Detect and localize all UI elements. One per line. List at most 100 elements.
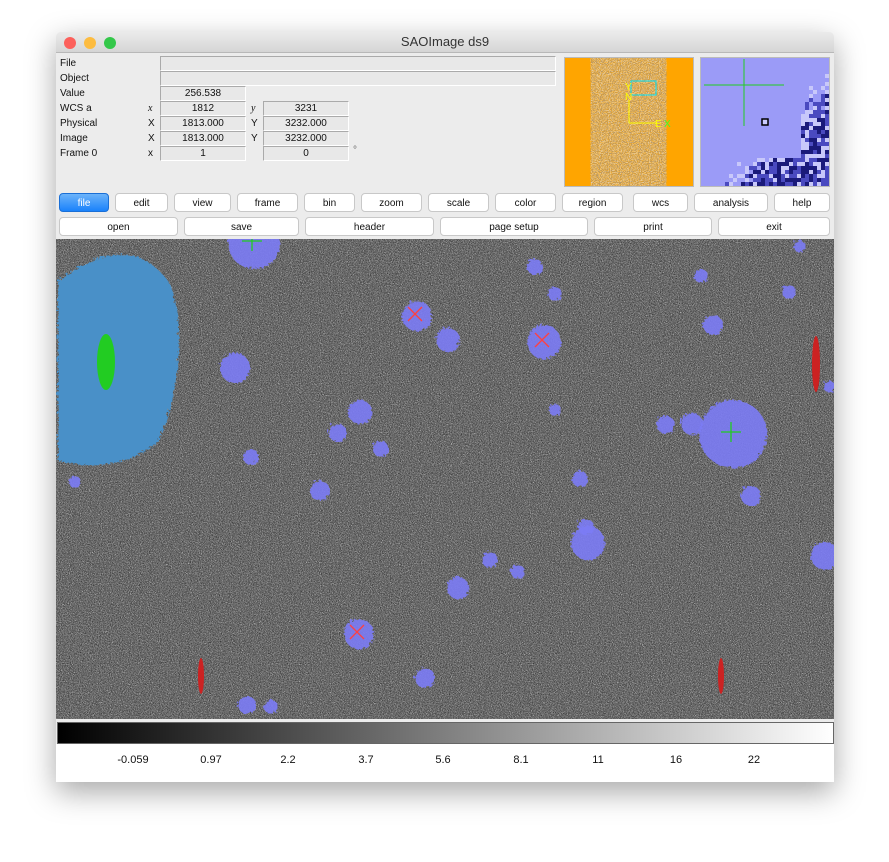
- menu-help-button[interactable]: help: [774, 193, 830, 212]
- magnifier-pixel: [757, 170, 761, 174]
- magnifier-pixel: [801, 178, 805, 182]
- magnifier-pixel: [801, 114, 805, 118]
- magnifier-pixel: [749, 174, 753, 178]
- magnifier-pixel: [773, 178, 777, 182]
- open-button[interactable]: open: [59, 217, 178, 236]
- wcs-y-field: 3231: [263, 101, 349, 116]
- source-mask: [655, 414, 673, 432]
- magnifier-pixel: [765, 162, 769, 166]
- magnifier-pixel: [753, 162, 757, 166]
- menu-analysis-button[interactable]: analysis: [694, 193, 768, 212]
- menu-bin-button[interactable]: bin: [304, 193, 355, 212]
- panner-view-box[interactable]: [630, 80, 657, 96]
- magnifier-pixel: [825, 110, 829, 114]
- magnifier-pixel: [809, 86, 813, 90]
- magnifier-pixel: [817, 174, 821, 178]
- physical-y-axis: Y: [251, 118, 258, 129]
- magnifier-pixel: [821, 150, 825, 154]
- print-button[interactable]: print: [594, 217, 712, 236]
- magnifier-pixel: [793, 170, 797, 174]
- galaxy-ellipse-region[interactable]: [97, 334, 115, 390]
- magnifier-pixel: [789, 166, 793, 170]
- magnifier-pixel: [801, 158, 805, 162]
- magnifier-pixel: [801, 166, 805, 170]
- frame-x-axis: x: [148, 148, 153, 159]
- x-point-region[interactable]: [349, 624, 365, 640]
- minimize-button[interactable]: [84, 37, 96, 49]
- close-button[interactable]: [64, 37, 76, 49]
- save-button[interactable]: save: [184, 217, 299, 236]
- source-mask: [67, 474, 79, 486]
- source-mask: [569, 524, 603, 558]
- source-mask: [701, 313, 721, 333]
- image-label: Image: [60, 133, 88, 144]
- menu-wcs-button[interactable]: wcs: [633, 193, 688, 212]
- menu-zoom-button[interactable]: zoom: [361, 193, 422, 212]
- magnifier-pixel: [817, 182, 821, 186]
- magnifier-pixel: [813, 170, 817, 174]
- magnifier-pixel: [813, 182, 817, 186]
- magnifier-pixel: [805, 134, 809, 138]
- artifact-ellipse-region[interactable]: [718, 658, 724, 694]
- magnifier-pixel: [801, 134, 805, 138]
- magnifier-pixel: [725, 182, 729, 186]
- magnifier-cursor: [761, 118, 769, 126]
- magnifier-pixel: [753, 174, 757, 178]
- magnifier-pixel: [817, 154, 821, 158]
- magnifier-pixel: [817, 126, 821, 130]
- magnifier-pixel: [825, 74, 829, 78]
- panner[interactable]: Y N E X: [564, 57, 694, 187]
- zoom-window-button[interactable]: [104, 37, 116, 49]
- magnifier-pixel: [821, 94, 825, 98]
- magnifier-pixel: [749, 182, 753, 186]
- magnifier-pixel: [817, 118, 821, 122]
- header-button[interactable]: header: [305, 217, 434, 236]
- exit-button[interactable]: exit: [718, 217, 830, 236]
- magnifier-pixel: [809, 158, 813, 162]
- magnifier-pixel: [729, 174, 733, 178]
- magnifier-pixel: [821, 126, 825, 130]
- magnifier-pixel: [813, 122, 817, 126]
- magnifier-pixel: [777, 174, 781, 178]
- menu-file-button[interactable]: file: [59, 193, 109, 212]
- image-canvas[interactable]: [56, 239, 834, 719]
- menu-frame-button[interactable]: frame: [237, 193, 298, 212]
- source-mask: [679, 411, 701, 433]
- menu-scale-button[interactable]: scale: [428, 193, 489, 212]
- x-point-region[interactable]: [407, 306, 423, 322]
- magnifier-pixel: [801, 126, 805, 130]
- menu-view-button[interactable]: view: [174, 193, 231, 212]
- menu-color-button[interactable]: color: [495, 193, 556, 212]
- source-mask: [809, 540, 834, 568]
- magnifier-pixel: [773, 166, 777, 170]
- magnifier-pixel: [821, 102, 825, 106]
- magnifier-pixel: [825, 166, 829, 170]
- magnifier-pixel: [805, 182, 809, 186]
- magnifier-pixel: [821, 182, 825, 186]
- magnifier-pixel: [813, 162, 817, 166]
- colorbar[interactable]: [57, 722, 834, 744]
- magnifier-pixel: [757, 162, 761, 166]
- magnifier-pixel: [785, 174, 789, 178]
- magnifier-pixel: [797, 182, 801, 186]
- magnifier-pixel: [729, 182, 733, 186]
- magnifier-pixel: [825, 98, 829, 102]
- object-field: [160, 71, 556, 86]
- x-point-region[interactable]: [534, 332, 550, 348]
- artifact-ellipse-region[interactable]: [812, 336, 820, 392]
- magnifier-pixel: [769, 182, 773, 186]
- magnifier-pixel: [797, 174, 801, 178]
- source-mask: [792, 239, 804, 251]
- magnifier-pixel: [777, 162, 781, 166]
- page-setup-button[interactable]: page setup: [440, 217, 588, 236]
- magnifier-pixel: [769, 162, 773, 166]
- magnifier-pixel: [745, 170, 749, 174]
- magnifier-pixel: [781, 174, 785, 178]
- magnifier-pixel: [825, 118, 829, 122]
- source-mask: [739, 484, 759, 504]
- menu-edit-button[interactable]: edit: [115, 193, 168, 212]
- artifact-ellipse-region[interactable]: [198, 658, 204, 694]
- menu-region-button[interactable]: region: [562, 193, 623, 212]
- magnifier-pixel: [757, 158, 761, 162]
- magnifier-pixel: [765, 174, 769, 178]
